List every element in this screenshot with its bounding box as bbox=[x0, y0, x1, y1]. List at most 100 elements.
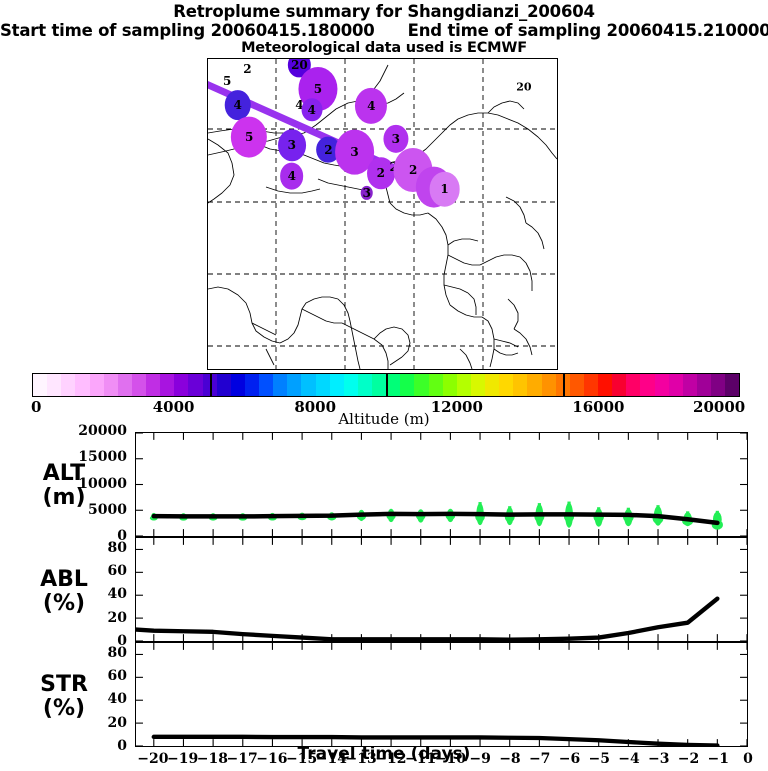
str-y-axis: 0 20 40 60 80 bbox=[0, 642, 131, 754]
abl-row-label: ABL (%) bbox=[40, 567, 88, 616]
colorbar-swatch bbox=[541, 374, 556, 396]
colorbar-swatch bbox=[89, 374, 104, 396]
colorbar-swatch bbox=[598, 374, 613, 396]
map-centroid-label: 4 bbox=[295, 97, 304, 112]
colorbar-swatch bbox=[668, 374, 683, 396]
x-tick-label: −19 bbox=[167, 751, 199, 767]
abl-y-axis: 0 20 40 60 80 bbox=[0, 537, 131, 649]
colorbar-swatch bbox=[414, 374, 429, 396]
start-time-label: Start time of sampling 20060415.180000 bbox=[0, 21, 375, 40]
colorbar-swatch bbox=[626, 374, 641, 396]
x-tick-label: −14 bbox=[315, 751, 347, 767]
abl-plot-panel[interactable] bbox=[135, 537, 748, 642]
map-centroid-blob bbox=[279, 162, 304, 190]
map-centroid-blob bbox=[316, 136, 341, 163]
retroplume-map[interactable]: 5220544445323334222113 20 bbox=[207, 58, 558, 370]
end-time-label: End time of sampling 20060415.210000 bbox=[407, 21, 768, 40]
y-tick-label: 60 bbox=[107, 563, 127, 579]
alt-outlier-marker bbox=[478, 502, 482, 506]
colorbar-swatch bbox=[612, 374, 627, 396]
colorbar-swatch bbox=[696, 374, 711, 396]
colorbar-swatch bbox=[230, 374, 245, 396]
alt-plot-canvas bbox=[136, 433, 747, 536]
colorbar-swatch bbox=[216, 374, 231, 396]
colorbar-swatch bbox=[569, 374, 584, 396]
y-tick-label: 80 bbox=[107, 539, 127, 556]
colorbar-swatch bbox=[329, 374, 344, 396]
y-tick-label: 40 bbox=[107, 691, 127, 708]
str-plot-canvas bbox=[136, 643, 747, 746]
map-centroid-label: 4 bbox=[287, 169, 296, 184]
map-centroid-label: 3 bbox=[287, 138, 296, 153]
str-plot-panel[interactable] bbox=[135, 642, 748, 747]
colorbar-tick-label: 20000 bbox=[693, 398, 746, 416]
colorbar-swatch bbox=[287, 374, 302, 396]
colorbar-swatch bbox=[386, 374, 401, 396]
colorbar-swatch bbox=[146, 374, 161, 396]
colorbar-swatch bbox=[711, 374, 726, 396]
alt-outlier-marker bbox=[626, 507, 630, 511]
colorbar-swatch bbox=[357, 374, 372, 396]
x-tick-label: −15 bbox=[286, 751, 318, 767]
x-tick-label: −4 bbox=[618, 751, 640, 767]
map-centroid-label: 4 bbox=[367, 99, 376, 114]
alt-plot-panel[interactable] bbox=[135, 432, 748, 537]
colorbar-swatch bbox=[103, 374, 118, 396]
alt-outlier-marker bbox=[597, 507, 601, 511]
colorbar-swatch bbox=[442, 374, 457, 396]
x-tick-label: −16 bbox=[256, 751, 288, 767]
colorbar-swatch bbox=[640, 374, 655, 396]
colorbar-swatch bbox=[33, 374, 48, 396]
colorbar-separator bbox=[209, 374, 212, 396]
alt-outlier-marker bbox=[715, 510, 719, 514]
colorbar-swatch bbox=[273, 374, 288, 396]
colorbar-axis-title: Altitude (m) bbox=[338, 410, 430, 428]
colorbar-tick-label: 12000 bbox=[430, 398, 483, 416]
y-tick-label: 80 bbox=[107, 644, 127, 661]
colorbar-swatch bbox=[61, 374, 76, 396]
colorbar-tick-label: 4000 bbox=[152, 398, 195, 416]
colorbar-swatch bbox=[244, 374, 259, 396]
alt-outlier-marker bbox=[656, 505, 660, 509]
x-tick-label: −9 bbox=[469, 751, 491, 767]
x-tick-label: −10 bbox=[434, 751, 467, 767]
colorbar-gradient bbox=[32, 373, 740, 397]
x-tick-label: −12 bbox=[375, 751, 407, 767]
colorbar-swatch bbox=[188, 374, 203, 396]
map-centroid-layer: 5220544445323334222113 bbox=[208, 59, 557, 369]
map-centroid-label: 20 bbox=[291, 58, 308, 72]
met-data-label: Meteorological data used is ECMWF bbox=[241, 40, 527, 56]
colorbar-swatch bbox=[654, 374, 669, 396]
x-tick-label: −13 bbox=[345, 751, 377, 767]
x-axis-tick-labels: −20 −19 −18 −17 −16 −15 −14 −13 −12 −11 −10 −9 −8 −7−… bbox=[135, 751, 753, 771]
colorbar-separator bbox=[562, 374, 565, 396]
colorbar-swatch bbox=[682, 374, 697, 396]
y-tick-label: 0 bbox=[117, 738, 127, 754]
map-centroid-label: 3 bbox=[350, 145, 359, 159]
x-tick-label: −20 bbox=[137, 751, 169, 767]
map-centroid-blob bbox=[360, 185, 374, 200]
map-graticule bbox=[208, 59, 557, 369]
x-tick-label: −18 bbox=[196, 751, 228, 767]
str-row-label: STR (%) bbox=[40, 672, 88, 721]
map-centroid-label: 2 bbox=[389, 161, 397, 173]
map-centroid-label: 4 bbox=[233, 97, 242, 112]
alt-outlier-marker bbox=[508, 506, 512, 510]
colorbar-swatch bbox=[47, 374, 62, 396]
map-centroid-label: 2 bbox=[243, 61, 252, 76]
map-centroid-blob bbox=[224, 89, 251, 120]
map-centroid-blob bbox=[366, 157, 395, 189]
colorbar-swatch bbox=[301, 374, 316, 396]
alt-outlier-marker bbox=[686, 511, 690, 515]
page-title: Retroplume summary for Shangdianzi_20060… bbox=[173, 2, 595, 21]
map-centroid-label: 2 bbox=[376, 166, 385, 181]
timeseries-panels: ALT (m) ABL (%) STR (%) 0 5000 10000 15000 2… bbox=[0, 423, 768, 771]
sampling-time-line: Start time of sampling 20060415.180000 E… bbox=[0, 21, 768, 40]
y-tick-label: 20 bbox=[107, 714, 127, 731]
map-centroid-blob bbox=[277, 129, 306, 161]
colorbar-swatch bbox=[456, 374, 471, 396]
colorbar-tick-label: 0 bbox=[30, 398, 42, 416]
map-corner-label: 20 bbox=[516, 80, 532, 94]
colorbar-swatch bbox=[117, 374, 132, 396]
colorbar-tick-label: 16000 bbox=[572, 398, 625, 416]
